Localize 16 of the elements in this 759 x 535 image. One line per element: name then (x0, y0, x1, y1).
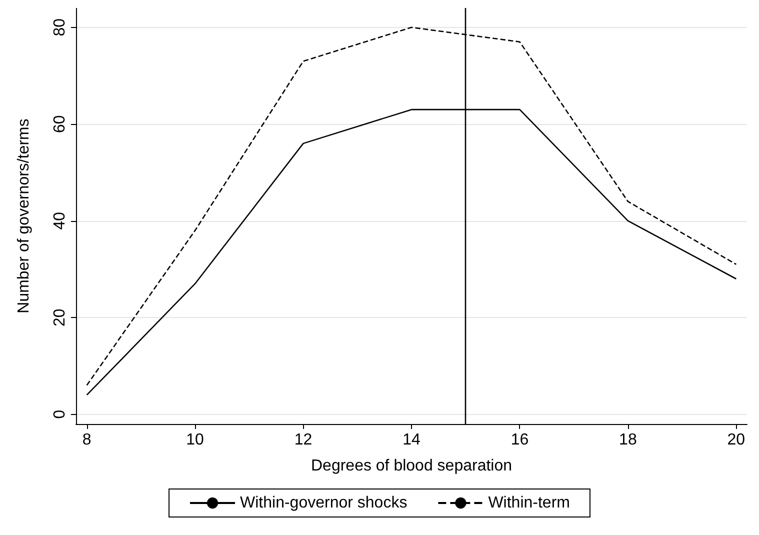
y-tick-label: 80 (52, 18, 68, 36)
legend-label: Within-term (488, 494, 570, 512)
x-tick-label: 20 (727, 432, 746, 448)
legend-label: Within-governor shocks (240, 494, 408, 512)
y-tick-label: 40 (52, 212, 68, 230)
y-axis-title: Number of governors/terms (16, 118, 32, 314)
x-tick-label: 14 (402, 432, 420, 448)
x-tick-label: 8 (82, 432, 92, 448)
y-tick-label: 20 (52, 308, 68, 326)
x-tick-label: 10 (186, 432, 204, 448)
x-tick-label: 16 (510, 432, 529, 448)
x-tick-label: 12 (294, 432, 312, 448)
x-tick-label: 18 (619, 432, 637, 448)
x-axis-title: Degrees of blood separation (310, 458, 512, 474)
y-tick-label: 60 (52, 115, 68, 133)
y-tick-label: 0 (52, 410, 68, 419)
